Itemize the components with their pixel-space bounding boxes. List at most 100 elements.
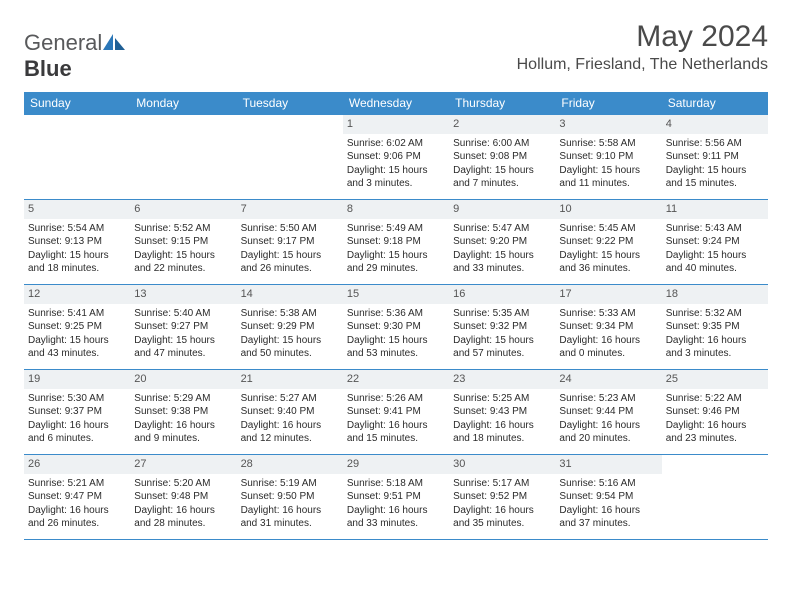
- sunrise-line: Sunrise: 5:19 AM: [241, 478, 317, 489]
- sunset-line: Sunset: 9:34 PM: [559, 321, 633, 332]
- sunrise-line: Sunrise: 5:27 AM: [241, 393, 317, 404]
- day-content: Sunrise: 5:22 AMSunset: 9:46 PMDaylight:…: [666, 392, 764, 446]
- day-cell: 12Sunrise: 5:41 AMSunset: 9:25 PMDayligh…: [24, 285, 130, 369]
- day-content: Sunrise: 5:17 AMSunset: 9:52 PMDaylight:…: [453, 477, 551, 531]
- sunset-line: Sunset: 9:44 PM: [559, 406, 633, 417]
- week-row: 26Sunrise: 5:21 AMSunset: 9:47 PMDayligh…: [24, 455, 768, 540]
- daylight-line: Daylight: 16 hours and 33 minutes.: [347, 505, 428, 530]
- day-cell: [130, 115, 236, 199]
- day-content: Sunrise: 5:56 AMSunset: 9:11 PMDaylight:…: [666, 137, 764, 191]
- day-number: 7: [237, 200, 343, 219]
- day-content: Sunrise: 5:45 AMSunset: 9:22 PMDaylight:…: [559, 222, 657, 276]
- day-content: Sunrise: 5:18 AM Sunset: 9:51 PM Daylight:…: [347, 477, 445, 531]
- day-cell: 21Sunrise: 5:27 AMSunset: 9:40 PMDayligh…: [237, 370, 343, 454]
- day-cell: 24Sunrise: 5:23 AMSunset: 9:44 PMDayligh…: [555, 370, 661, 454]
- day-content: Sunrise: 5:54 AMSunset: 9:13 PMDaylight:…: [28, 222, 126, 276]
- sunrise-line: Sunrise: 5:50 AM: [241, 223, 317, 234]
- day-cell: 11Sunrise: 5:43 AMSunset: 9:24 PMDayligh…: [662, 200, 768, 284]
- day-cell: 17Sunrise: 5:33 AMSunset: 9:34 PMDayligh…: [555, 285, 661, 369]
- day-cell: 3Sunrise: 5:58 AMSunset: 9:10 PMDaylight…: [555, 115, 661, 199]
- day-cell: 26Sunrise: 5:21 AMSunset: 9:47 PMDayligh…: [24, 455, 130, 539]
- day-number: 21: [237, 370, 343, 389]
- sunrise-line: Sunrise: 5:18 AM: [347, 478, 423, 489]
- sunset-line: Sunset: 9:37 PM: [28, 406, 102, 417]
- day-header: Wednesday: [343, 92, 449, 115]
- day-cell: 2Sunrise: 6:00 AMSunset: 9:08 PMDaylight…: [449, 115, 555, 199]
- daylight-line: Daylight: 15 hours and 36 minutes.: [559, 250, 640, 275]
- day-number: 3: [555, 115, 661, 134]
- daylight-line: Daylight: 16 hours and 26 minutes.: [28, 505, 109, 530]
- sunrise-line: Sunrise: 5:47 AM: [453, 223, 529, 234]
- day-cell: 7 Sunrise: 5:50 AMSunset: 9:17 PMDaylight…: [237, 200, 343, 284]
- sunset-line: Sunset: 9:13 PM: [28, 236, 102, 247]
- day-number: 5: [24, 200, 130, 219]
- sunset-line: Sunset: 9:18 PM: [347, 236, 421, 247]
- day-cell: 9 Sunrise: 5:47 AM Sunset: 9:20 PM Daylight…: [449, 200, 555, 284]
- day-content: Sunrise: 5:52 AMSunset: 9:15 PMDaylight:…: [134, 222, 232, 276]
- sunrise-line: Sunrise: 5:49 AM: [347, 223, 423, 234]
- day-header: Sunday: [24, 92, 130, 115]
- week-row: 1Sunrise: 6:02 AMSunset: 9:06 PMDaylight…: [24, 115, 768, 200]
- sunset-line: Sunset: 9:10 PM: [559, 151, 633, 162]
- day-number: 6: [130, 200, 236, 219]
- day-header: Thursday: [449, 92, 555, 115]
- logo-word1: General: [24, 30, 102, 55]
- day-header: Saturday: [662, 92, 768, 115]
- day-cell: 23Sunrise: 5:25 AMSunset: 9:43 PMDayligh…: [449, 370, 555, 454]
- daylight-line: Daylight: 16 hours and 31 minutes.: [241, 505, 322, 530]
- day-number: 25: [662, 370, 768, 389]
- day-content: Sunrise: 5:38 AMSunset: 9:29 PMDaylight:…: [241, 307, 339, 361]
- day-number: 13: [130, 285, 236, 304]
- day-cell: 14 Sunrise: 5:38 AMSunset: 9:29 PMDayligh…: [237, 285, 343, 369]
- sunset-line: Sunset: 9:20 PM: [453, 236, 527, 247]
- day-cell: [237, 115, 343, 199]
- daylight-line: Daylight: 16 hours and 18 minutes.: [453, 420, 534, 445]
- daylight-line: Daylight: 15 hours and 22 minutes.: [134, 250, 215, 275]
- day-cell: 25 Sunrise: 5:22 AMSunset: 9:46 PMDayligh…: [662, 370, 768, 454]
- sunset-line: Sunset: 9:50 PM: [241, 491, 315, 502]
- daylight-line: Daylight: 15 hours and 33 minutes.: [453, 250, 534, 275]
- sunrise-line: Sunrise: 5:22 AM: [666, 393, 742, 404]
- month-title: May 2024: [517, 20, 768, 54]
- day-content: Sunrise: 5:33 AMSunset: 9:34 PMDaylight:…: [559, 307, 657, 361]
- day-header: Monday: [130, 92, 236, 115]
- day-cell: 29 Sunrise: 5:18 AM Sunset: 9:51 PM Dayligh…: [343, 455, 449, 539]
- sunset-line: Sunset: 9:51 PM: [347, 491, 421, 502]
- day-cell: 8Sunrise: 5:49 AMSunset: 9:18 PMDaylight…: [343, 200, 449, 284]
- day-number: 18: [662, 285, 768, 304]
- day-number: 9: [449, 200, 555, 219]
- day-cell: 10Sunrise: 5:45 AMSunset: 9:22 PMDayligh…: [555, 200, 661, 284]
- day-number: 29: [343, 455, 449, 474]
- daylight-line: Daylight: 16 hours and 37 minutes.: [559, 505, 640, 530]
- daylight-line: Daylight: 16 hours and 9 minutes.: [134, 420, 215, 445]
- day-content: Sunrise: 5:41 AMSunset: 9:25 PMDaylight:…: [28, 307, 126, 361]
- sunset-line: Sunset: 9:08 PM: [453, 151, 527, 162]
- day-cell: 27Sunrise: 5:20 AMSunset: 9:48 PMDayligh…: [130, 455, 236, 539]
- calendar: SundayMondayTuesdayWednesdayThursdayFrid…: [24, 92, 768, 540]
- day-cell: 1Sunrise: 6:02 AMSunset: 9:06 PMDaylight…: [343, 115, 449, 199]
- sunrise-line: Sunrise: 5:29 AM: [134, 393, 210, 404]
- day-cell: 15Sunrise: 5:36 AMSunset: 9:30 PMDayligh…: [343, 285, 449, 369]
- day-content: Sunrise: 5:20 AMSunset: 9:48 PMDaylight:…: [134, 477, 232, 531]
- daylight-line: Daylight: 16 hours and 23 minutes.: [666, 420, 747, 445]
- day-number: 19: [24, 370, 130, 389]
- sunrise-line: Sunrise: 5:25 AM: [453, 393, 529, 404]
- sunset-line: Sunset: 9:35 PM: [666, 321, 740, 332]
- day-header: Friday: [555, 92, 661, 115]
- daylight-line: Daylight: 15 hours and 18 minutes.: [28, 250, 109, 275]
- sunset-line: Sunset: 9:52 PM: [453, 491, 527, 502]
- day-number: 14: [237, 285, 343, 304]
- week-row: 19Sunrise: 5:30 AMSunset: 9:37 PMDayligh…: [24, 370, 768, 455]
- daylight-line: Daylight: 15 hours and 3 minutes.: [347, 165, 428, 190]
- sunrise-line: Sunrise: 5:45 AM: [559, 223, 635, 234]
- sunrise-line: Sunrise: 5:33 AM: [559, 308, 635, 319]
- logo-text: GeneralBlue: [24, 30, 127, 82]
- sunset-line: Sunset: 9:30 PM: [347, 321, 421, 332]
- day-content: Sunrise: 6:02 AMSunset: 9:06 PMDaylight:…: [347, 137, 445, 191]
- sunset-line: Sunset: 9:54 PM: [559, 491, 633, 502]
- day-content: Sunrise: 5:50 AMSunset: 9:17 PMDaylight:…: [241, 222, 339, 276]
- day-number: 17: [555, 285, 661, 304]
- daylight-line: Daylight: 16 hours and 28 minutes.: [134, 505, 215, 530]
- daylight-line: Daylight: 15 hours and 53 minutes.: [347, 335, 428, 360]
- sunrise-line: Sunrise: 5:36 AM: [347, 308, 423, 319]
